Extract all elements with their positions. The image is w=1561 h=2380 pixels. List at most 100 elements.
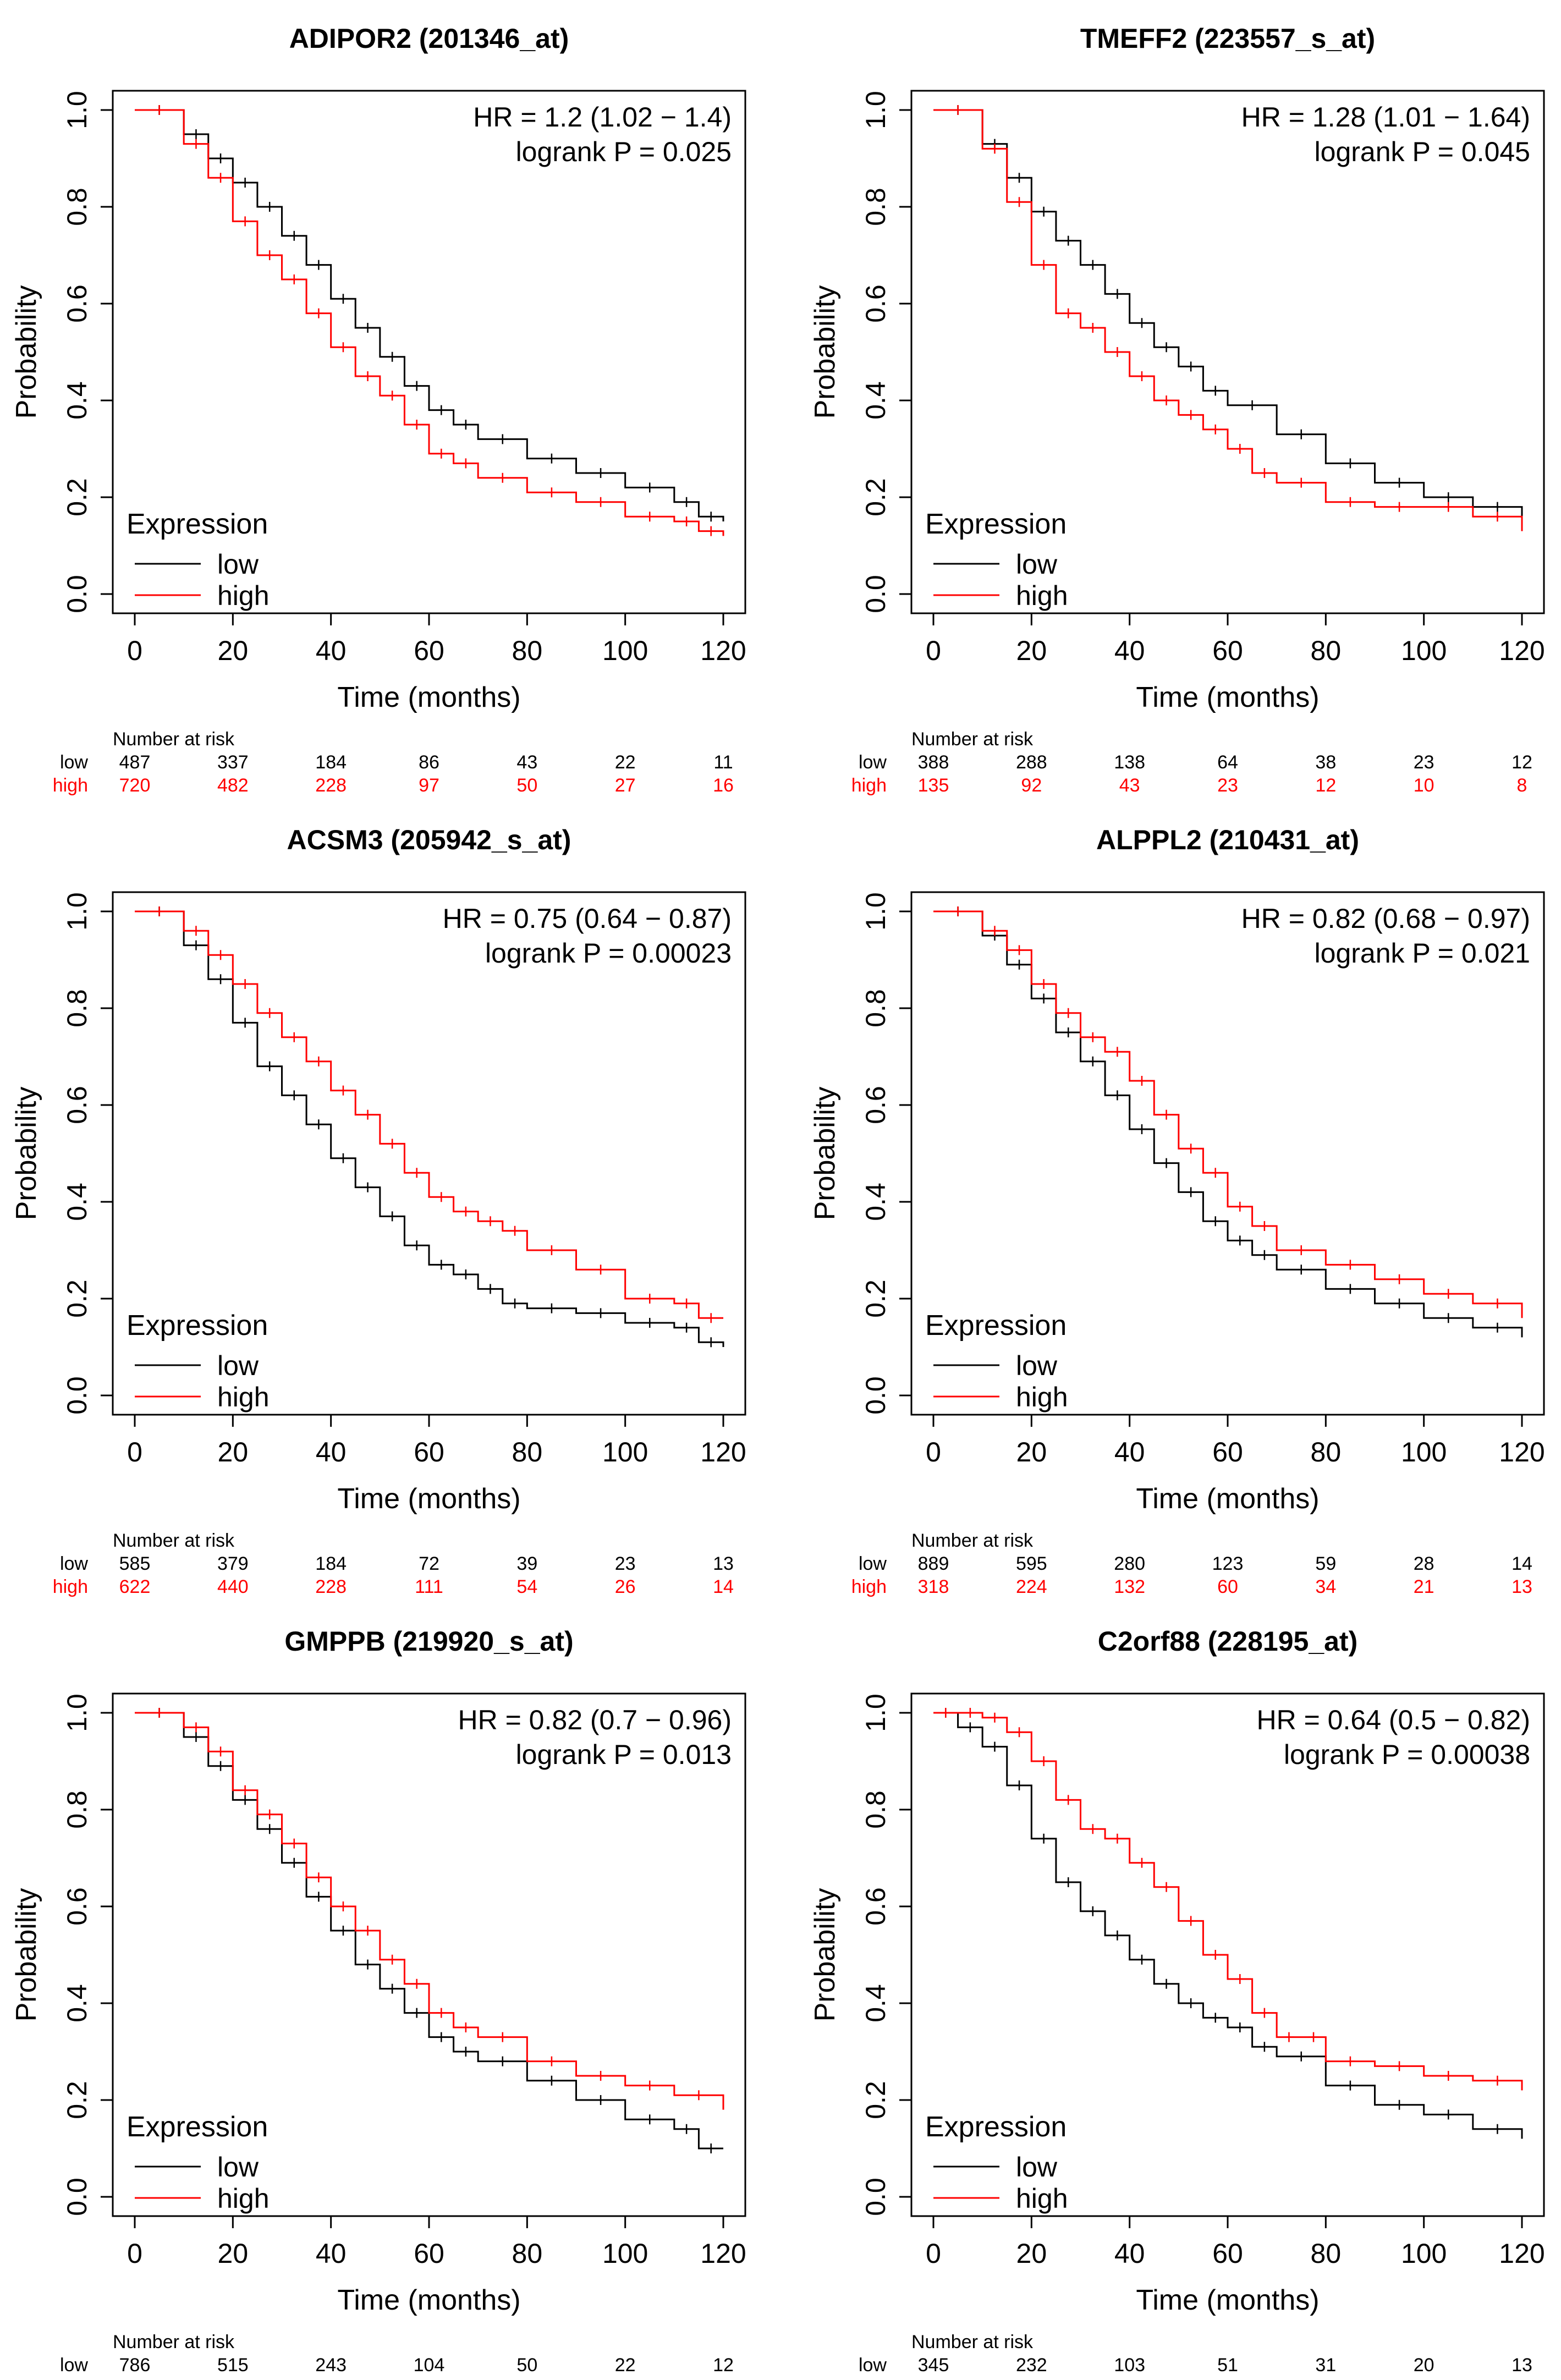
x-tick-label: 0 bbox=[127, 635, 142, 666]
censor-mark bbox=[191, 139, 201, 149]
censor-mark bbox=[1063, 1027, 1074, 1037]
censor-mark bbox=[1235, 2022, 1245, 2032]
censor-mark bbox=[546, 1245, 557, 1255]
x-tick-label: 100 bbox=[1401, 1437, 1447, 1467]
risk-count-high: 224 bbox=[1016, 1576, 1047, 1597]
logrank-p-text: logrank P = 0.00038 bbox=[1284, 1739, 1530, 1770]
hazard-ratio-text: HR = 1.2 (1.02 − 1.4) bbox=[473, 102, 732, 133]
y-tick-label: 0.2 bbox=[62, 2081, 92, 2119]
y-tick-label: 0.2 bbox=[62, 1279, 92, 1318]
y-tick-label: 0.0 bbox=[860, 2178, 891, 2216]
risk-count-low: 138 bbox=[1114, 752, 1145, 773]
censor-mark bbox=[1112, 1833, 1123, 1844]
risk-table-title: Number at risk bbox=[911, 2332, 1034, 2352]
censor-mark bbox=[1259, 468, 1269, 478]
censor-mark bbox=[265, 1061, 275, 1071]
km-curve-high bbox=[135, 109, 724, 536]
x-tick-label: 0 bbox=[127, 1437, 142, 1467]
risk-count-low: 388 bbox=[918, 752, 949, 773]
x-axis-label: Time (months) bbox=[337, 681, 520, 713]
censor-mark bbox=[953, 105, 963, 115]
risk-count-low: 184 bbox=[315, 1553, 347, 1574]
risk-row-label-low: low bbox=[60, 752, 88, 773]
y-tick-label: 0.6 bbox=[62, 1887, 92, 1926]
censor-mark bbox=[362, 1926, 373, 1936]
censor-mark bbox=[1394, 1274, 1405, 1284]
km-curve-high bbox=[933, 910, 1523, 1318]
legend-label-high: high bbox=[217, 2183, 270, 2214]
y-tick-label: 0.6 bbox=[860, 284, 891, 323]
censor-mark bbox=[596, 1265, 606, 1275]
risk-row-label-high: high bbox=[53, 775, 88, 796]
y-tick-label: 0.2 bbox=[860, 2081, 891, 2119]
censor-mark bbox=[240, 1795, 250, 1805]
censor-mark bbox=[314, 1119, 324, 1130]
km-curve-low bbox=[135, 109, 724, 521]
km-curve-low bbox=[933, 910, 1523, 1338]
censor-mark bbox=[216, 974, 226, 985]
y-tick-label: 1.0 bbox=[860, 91, 891, 129]
risk-count-low: 39 bbox=[516, 1553, 537, 1574]
censor-mark bbox=[1087, 1824, 1098, 1834]
censor-mark bbox=[1186, 361, 1196, 372]
censor-mark bbox=[1161, 1978, 1172, 1989]
censor-mark bbox=[460, 458, 471, 469]
y-tick-label: 0.4 bbox=[62, 1984, 92, 2022]
x-tick-label: 80 bbox=[1311, 1437, 1342, 1467]
censor-mark bbox=[965, 1722, 975, 1733]
legend-title: Expression bbox=[925, 1310, 1067, 1342]
risk-count-low: 22 bbox=[615, 752, 636, 773]
risk-count-high: 16 bbox=[713, 775, 734, 796]
censor-mark bbox=[338, 1153, 348, 1163]
km-curve-high bbox=[933, 109, 1523, 531]
censor-mark bbox=[436, 1260, 447, 1270]
censor-mark bbox=[1394, 477, 1405, 488]
legend-label-high: high bbox=[217, 580, 270, 611]
y-tick-label: 1.0 bbox=[860, 1694, 891, 1732]
y-axis-label: Probability bbox=[10, 1888, 42, 2022]
x-tick-label: 80 bbox=[1311, 2238, 1342, 2269]
censor-mark bbox=[1014, 1727, 1025, 1738]
censor-mark bbox=[1394, 502, 1405, 512]
censor-mark bbox=[1087, 1906, 1098, 1916]
censor-mark bbox=[338, 342, 348, 353]
legend-label-low: low bbox=[217, 1350, 259, 1381]
km-panel: ACSM3 (205942_s_at) 0 20 40 60 80 100 120 Time (… bbox=[10, 825, 746, 1597]
risk-count-high: 135 bbox=[918, 775, 949, 796]
censor-mark bbox=[436, 448, 447, 459]
risk-count-low: 13 bbox=[713, 1553, 734, 1574]
legend-title: Expression bbox=[925, 2111, 1067, 2143]
censor-mark bbox=[240, 216, 250, 227]
km-panel: ADIPOR2 (201346_at) 0 20 40 60 80 100 120 Time (… bbox=[10, 23, 746, 796]
legend-title: Expression bbox=[127, 508, 268, 540]
censor-mark bbox=[694, 2090, 704, 2101]
censor-mark bbox=[1284, 2032, 1294, 2042]
risk-count-high: 21 bbox=[1414, 1576, 1434, 1597]
censor-mark bbox=[1112, 347, 1123, 357]
x-tick-label: 120 bbox=[1499, 2238, 1544, 2269]
risk-count-high: 13 bbox=[1414, 2378, 1434, 2380]
censor-mark bbox=[645, 512, 655, 522]
censor-mark bbox=[681, 1298, 692, 1309]
censor-mark bbox=[1247, 400, 1257, 410]
x-tick-label: 120 bbox=[700, 635, 746, 666]
risk-count-low: 64 bbox=[1217, 752, 1238, 773]
censor-mark bbox=[1443, 502, 1454, 512]
risk-count-high: 13 bbox=[1511, 1576, 1532, 1597]
risk-count-high: 318 bbox=[918, 1576, 949, 1597]
x-tick-label: 60 bbox=[414, 635, 444, 666]
censor-mark bbox=[1161, 395, 1172, 405]
km-panel: ALPPL2 (210431_at) 0 20 40 60 80 100 120 Time (m… bbox=[809, 825, 1545, 1597]
risk-count-high: 92 bbox=[1021, 775, 1042, 796]
y-tick-label: 0.4 bbox=[860, 1984, 891, 2022]
y-tick-label: 0.8 bbox=[62, 989, 92, 1027]
censor-mark bbox=[387, 1983, 398, 1994]
censor-mark bbox=[596, 1308, 606, 1318]
censor-mark bbox=[191, 926, 201, 936]
x-tick-label: 80 bbox=[512, 635, 543, 666]
km-panel: GMPPB (219920_s_at) 0 20 40 60 80 100 120 Time (… bbox=[10, 1626, 746, 2380]
x-tick-label: 0 bbox=[127, 2238, 142, 2269]
censor-mark bbox=[240, 1018, 250, 1028]
logrank-p-text: logrank P = 0.025 bbox=[516, 136, 732, 167]
censor-mark bbox=[460, 420, 471, 430]
